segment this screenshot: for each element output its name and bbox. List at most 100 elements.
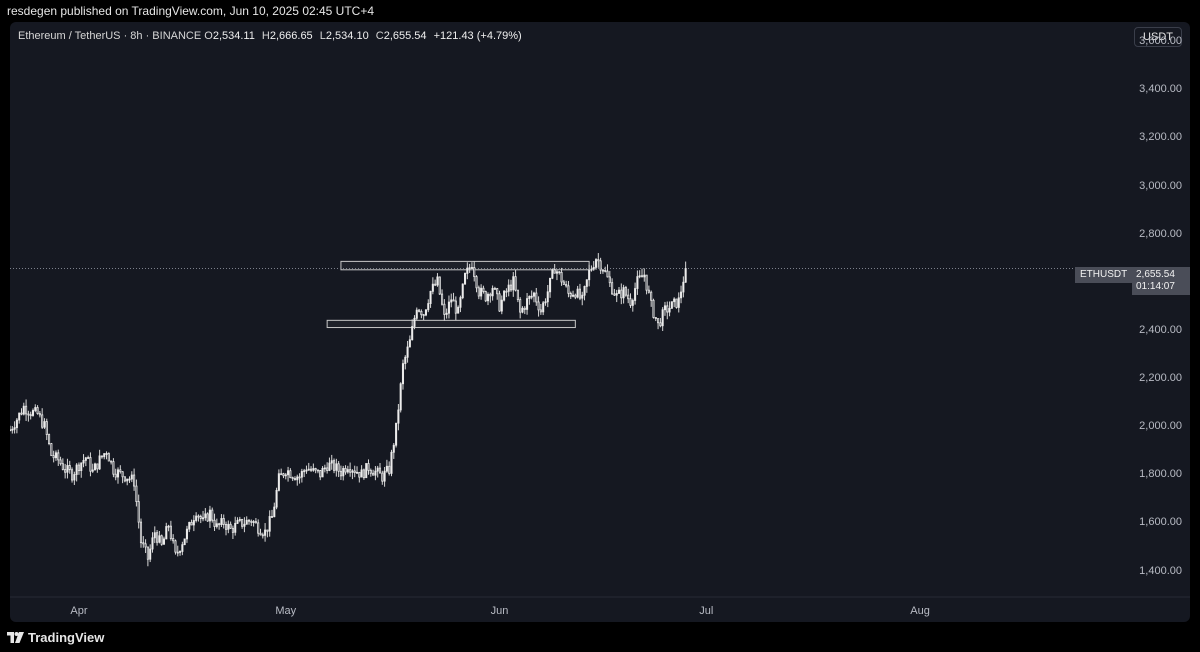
candle-body-192	[450, 299, 453, 303]
candle-body-98	[234, 522, 237, 533]
candle-body-73	[176, 551, 179, 554]
candle-body-253	[590, 268, 593, 271]
last-price-tag: 2,655.54 01:14:07	[1132, 267, 1190, 295]
candle-body-262	[611, 282, 614, 295]
last-price-value: 2,655.54	[1136, 269, 1175, 280]
candle-body-128	[303, 470, 306, 473]
candle-body-78	[188, 522, 191, 530]
candle-body-283	[659, 322, 662, 327]
candle-body-117	[277, 473, 280, 491]
candle-body-107	[254, 521, 257, 524]
candle-body-14	[41, 414, 44, 428]
candle-body-175	[411, 326, 414, 341]
candle-body-279	[650, 291, 653, 301]
candle-body-274	[638, 275, 641, 278]
candle-body-171	[401, 363, 405, 385]
candle-body-104	[247, 519, 251, 522]
candle-body-134	[316, 469, 319, 472]
candle-body-74	[179, 551, 182, 553]
candle-body-12	[36, 407, 39, 414]
low-label: L	[319, 30, 326, 42]
candle-body-277	[645, 274, 648, 291]
low-value: 2,534.10	[325, 30, 369, 42]
candle-body-6	[22, 405, 25, 415]
candle-body-109	[259, 532, 262, 536]
candle-body-65	[158, 535, 161, 543]
candle-body-218	[509, 284, 513, 291]
candle-body-93	[222, 518, 225, 525]
candle-body-151	[355, 471, 359, 474]
tradingview-brand[interactable]: TradingView	[7, 630, 104, 645]
candle-body-70	[169, 525, 172, 539]
chart-frame[interactable]: Ethereum / TetherUS · 8h · BINANCE O2,53…	[10, 22, 1190, 622]
symbol-text: Ethereum / TetherUS · 8h · BINANCE	[18, 30, 202, 42]
candle-body-241	[562, 281, 565, 285]
candle-body-58	[142, 542, 145, 545]
symbol-price-tag: ETHUSDT	[1075, 267, 1133, 283]
candle-body-11	[34, 407, 37, 411]
candle-body-66	[160, 535, 163, 545]
candle-body-242	[565, 283, 568, 287]
published-text: resdegen published on TradingView.com, J…	[7, 4, 375, 18]
candle-body-18	[50, 443, 53, 457]
candle-body-55	[135, 485, 138, 502]
candle-body-230	[537, 301, 540, 311]
candle-body-81	[195, 515, 198, 521]
candle-body-97	[231, 527, 234, 533]
y-tick-label: 1,600.00	[1139, 516, 1182, 529]
candle-body-169	[397, 409, 400, 424]
candle-body-170	[399, 383, 402, 411]
candle-body-289	[673, 298, 676, 303]
candle-body-53	[130, 474, 133, 480]
candle-body-254	[592, 266, 595, 270]
candle-body-39	[98, 455, 101, 470]
candle-body-263	[613, 293, 616, 296]
candle-body-239	[558, 271, 561, 274]
range-zone-1	[326, 319, 576, 329]
close-value: 2,655.54	[383, 30, 427, 42]
candle-body-190	[445, 312, 448, 315]
candle-body-146	[344, 468, 347, 473]
candle-body-243	[567, 285, 570, 294]
candle-body-201	[470, 267, 473, 269]
candle-body-234	[546, 291, 549, 303]
candle-body-100	[238, 518, 241, 521]
candle-body-154	[362, 469, 365, 479]
candle-body-111	[264, 529, 267, 536]
candle-body-113	[268, 516, 271, 532]
candle-body-3	[15, 419, 18, 429]
price-chart[interactable]	[10, 22, 1190, 622]
candle-body-56	[137, 501, 140, 523]
candle-body-256	[597, 259, 600, 262]
candle-body-280	[652, 299, 655, 318]
candle-body-248	[578, 288, 581, 299]
candle-body-282	[657, 318, 660, 324]
candle-body-270	[629, 298, 632, 306]
x-tick-label: May	[275, 605, 297, 617]
candle-body-178	[418, 309, 421, 312]
candle-body-8	[27, 413, 30, 416]
candle-body-268	[624, 287, 627, 296]
open-value: 2,534.11	[212, 30, 255, 42]
candle-body-9	[29, 414, 32, 417]
candle-body-292	[680, 291, 683, 299]
candle-body-222	[519, 299, 522, 313]
currency-button[interactable]: USDT	[1134, 27, 1182, 47]
candle-body-255	[594, 259, 598, 268]
candle-body-32	[82, 459, 85, 464]
candle-body-119	[282, 473, 285, 477]
y-tick-label: 2,800.00	[1139, 227, 1182, 240]
candle-body-252	[588, 269, 591, 281]
candle-body-51	[126, 478, 129, 482]
candle-body-118	[280, 473, 283, 476]
tradingview-logo-icon	[7, 632, 24, 643]
candle-body-259	[604, 270, 607, 272]
candle-body-82	[197, 515, 200, 518]
candle-body-219	[512, 276, 515, 291]
candle-body-231	[539, 309, 542, 313]
candle-body-247	[576, 288, 579, 298]
candle-body-157	[369, 469, 372, 474]
candle-body-85	[204, 513, 207, 519]
candle-body-237	[553, 269, 556, 274]
candle-body-245	[572, 294, 575, 297]
